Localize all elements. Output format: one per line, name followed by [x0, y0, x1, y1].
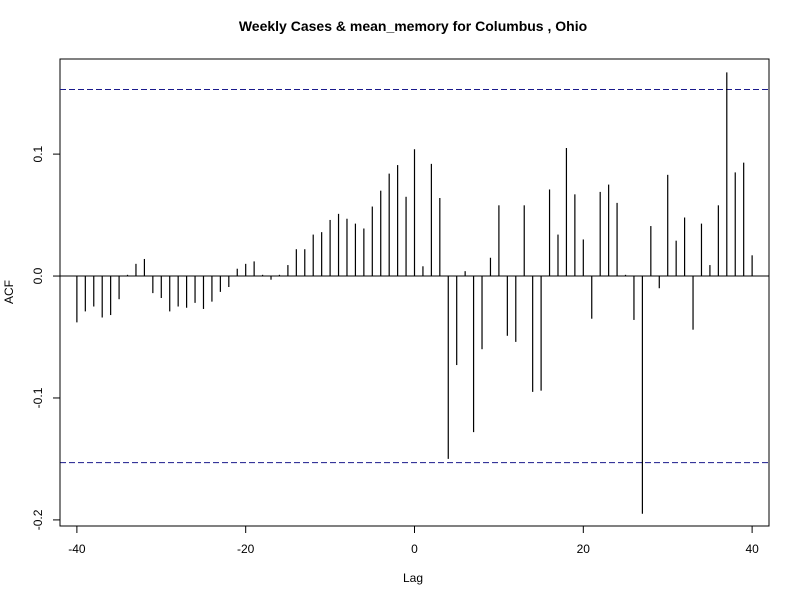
y-axis: -0.2 -0.1 0.0 0.1	[31, 145, 61, 530]
x-tick-label: 20	[577, 542, 591, 556]
chart-title: Weekly Cases & mean_memory for Columbus …	[239, 18, 587, 34]
plot-frame	[59, 58, 770, 527]
y-axis-label: ACF	[2, 280, 16, 304]
acf-bars	[76, 72, 753, 514]
y-tick-label: 0.1	[31, 145, 45, 162]
y-tick-label: -0.1	[31, 387, 45, 408]
x-tick-label: -40	[68, 542, 86, 556]
x-axis-label: Lag	[403, 571, 423, 585]
y-tick-label: -0.2	[31, 509, 45, 530]
x-tick-label: -20	[237, 542, 255, 556]
x-axis: -40 -20 0 20 40	[68, 525, 759, 556]
x-tick-label: 0	[411, 542, 418, 556]
x-tick-label: 40	[745, 542, 759, 556]
y-tick-label: 0.0	[31, 267, 45, 284]
